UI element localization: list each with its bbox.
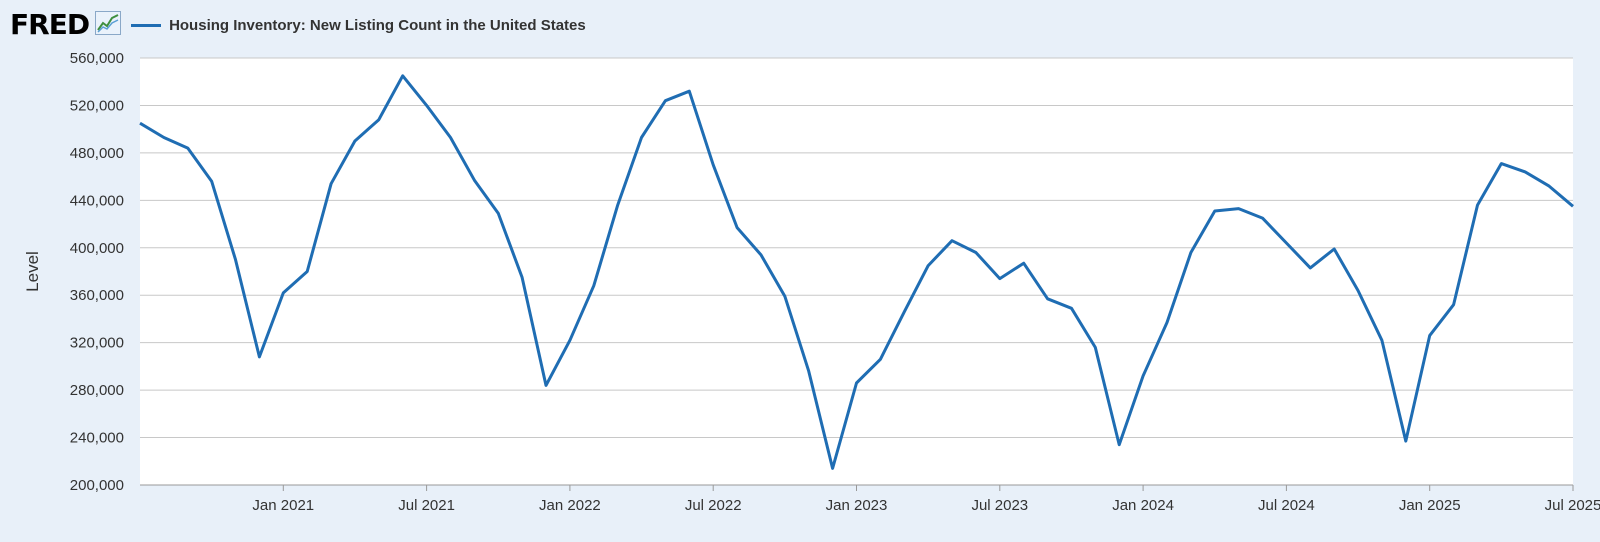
x-tick-label: Jan 2024 xyxy=(1112,497,1174,514)
data-point[interactable] xyxy=(1355,287,1361,293)
data-point[interactable] xyxy=(256,354,262,360)
data-point[interactable] xyxy=(1068,305,1074,311)
data-point[interactable] xyxy=(1522,169,1528,175)
x-tick-label: Jan 2025 xyxy=(1399,497,1461,514)
data-point[interactable] xyxy=(1474,202,1480,208)
data-point[interactable] xyxy=(734,225,740,231)
data-point[interactable] xyxy=(328,181,334,187)
y-tick-label: 240,000 xyxy=(70,430,124,447)
y-tick-label: 360,000 xyxy=(70,287,124,304)
y-axis: 200,000 240,000 280,000 320,000 360,000 400,0… xyxy=(70,50,124,494)
data-point[interactable] xyxy=(1021,260,1027,266)
data-point[interactable] xyxy=(997,276,1003,282)
y-tick-label: 520,000 xyxy=(70,97,124,114)
data-point[interactable] xyxy=(1451,302,1457,308)
y-tick-label: 440,000 xyxy=(70,192,124,209)
data-point[interactable] xyxy=(1570,203,1576,209)
data-point[interactable] xyxy=(137,120,143,126)
data-point[interactable] xyxy=(471,177,477,183)
data-point[interactable] xyxy=(233,257,239,263)
data-point[interactable] xyxy=(185,145,191,151)
data-point[interactable] xyxy=(854,380,860,386)
data-point[interactable] xyxy=(1236,206,1242,212)
data-point[interactable] xyxy=(662,98,668,104)
fred-logo[interactable]: FRED xyxy=(10,8,90,41)
data-point[interactable] xyxy=(782,293,788,299)
data-point[interactable] xyxy=(400,73,406,79)
data-point[interactable] xyxy=(519,274,525,280)
data-point[interactable] xyxy=(1403,438,1409,444)
data-point[interactable] xyxy=(710,162,716,168)
y-tick-label: 200,000 xyxy=(70,477,124,494)
legend-swatch xyxy=(131,23,162,27)
x-tick-label: Jan 2023 xyxy=(826,497,888,514)
data-point[interactable] xyxy=(1092,344,1098,350)
x-tick-label: Jul 2021 xyxy=(398,497,455,514)
x-axis: Jan 2021 Jul 2021 Jan 2022 Jul 2022 Jan 2023… xyxy=(140,484,1600,514)
data-point[interactable] xyxy=(1140,373,1146,379)
data-point[interactable] xyxy=(543,382,549,388)
data-point[interactable] xyxy=(639,134,645,140)
data-point[interactable] xyxy=(304,269,310,275)
data-point[interactable] xyxy=(806,368,812,374)
data-point[interactable] xyxy=(877,356,883,362)
data-point[interactable] xyxy=(1188,250,1194,256)
y-tick-label: 560,000 xyxy=(70,50,124,67)
data-point[interactable] xyxy=(447,134,453,140)
data-point[interactable] xyxy=(376,117,382,123)
data-point[interactable] xyxy=(1164,320,1170,326)
y-tick-label: 280,000 xyxy=(70,382,124,399)
line-chart-icon xyxy=(95,10,122,40)
data-point[interactable] xyxy=(209,178,215,184)
x-tick-label: Jan 2021 xyxy=(252,497,314,514)
chart-header: FRED Housing Inventory: New Listing Coun… xyxy=(10,8,586,42)
data-point[interactable] xyxy=(161,134,167,140)
data-point[interactable] xyxy=(949,238,955,244)
data-point[interactable] xyxy=(1546,183,1552,189)
data-point[interactable] xyxy=(901,309,907,315)
data-point[interactable] xyxy=(686,88,692,94)
x-tick-label: Jul 2023 xyxy=(971,497,1028,514)
data-point[interactable] xyxy=(973,250,979,256)
legend-label: Housing Inventory: New Listing Count in … xyxy=(169,16,586,34)
data-point[interactable] xyxy=(615,202,621,208)
data-point[interactable] xyxy=(1498,161,1504,167)
data-point[interactable] xyxy=(1427,333,1433,339)
data-point[interactable] xyxy=(567,337,573,343)
x-tick-label: Jul 2025 xyxy=(1545,497,1600,514)
y-axis-label: Level xyxy=(23,251,42,292)
data-point[interactable] xyxy=(1379,337,1385,343)
data-point[interactable] xyxy=(1331,246,1337,252)
data-point[interactable] xyxy=(925,263,931,269)
data-point[interactable] xyxy=(1116,442,1122,448)
x-tick-label: Jul 2022 xyxy=(685,497,742,514)
x-tick-label: Jan 2022 xyxy=(539,497,601,514)
data-point[interactable] xyxy=(758,252,764,258)
data-point[interactable] xyxy=(1260,215,1266,221)
legend: Housing Inventory: New Listing Count in … xyxy=(131,17,586,34)
data-point[interactable] xyxy=(591,283,597,289)
data-point[interactable] xyxy=(352,138,358,144)
series-line xyxy=(139,74,1574,470)
data-point[interactable] xyxy=(1283,240,1289,246)
data-point[interactable] xyxy=(495,210,501,216)
data-point[interactable] xyxy=(280,290,286,296)
y-tick-label: 400,000 xyxy=(70,240,124,257)
y-tick-label: 320,000 xyxy=(70,335,124,352)
data-point[interactable] xyxy=(1212,208,1218,214)
plot-area xyxy=(140,58,1573,485)
data-point[interactable] xyxy=(830,465,836,471)
data-point[interactable] xyxy=(1307,265,1313,271)
y-tick-label: 480,000 xyxy=(70,145,124,162)
data-point[interactable] xyxy=(1045,296,1051,302)
data-point[interactable] xyxy=(424,102,430,108)
x-tick-label: Jul 2024 xyxy=(1258,497,1315,514)
